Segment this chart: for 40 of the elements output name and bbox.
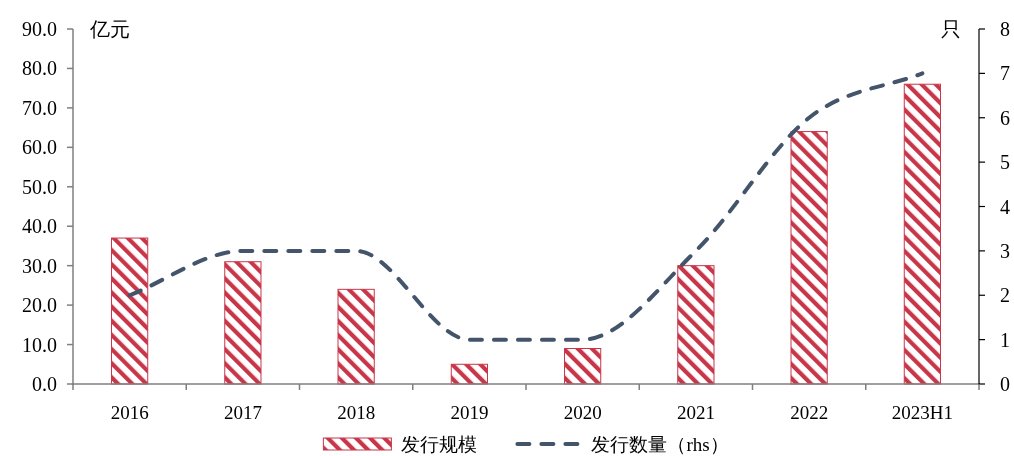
x-tick-label: 2021: [676, 401, 715, 423]
y-tick-label: 90.0: [22, 18, 57, 40]
bar: [337, 288, 375, 385]
x-tick-label: 2023H1: [891, 401, 953, 423]
x-tick-label: 2019: [450, 401, 489, 423]
bar: [224, 261, 262, 385]
y-tick-label: 0.0: [32, 373, 57, 395]
y2-tick-label: 3: [1000, 239, 1010, 262]
bar: [111, 237, 149, 385]
bar: [677, 265, 715, 385]
y-tick-label: 30.0: [22, 254, 57, 277]
x-tick-label: 2017: [223, 401, 262, 423]
legend-label: 发行规模: [401, 433, 478, 455]
y-tick-label: 70.0: [22, 96, 57, 119]
y2-tick-label: 1: [1000, 328, 1010, 351]
y-tick-label: 10.0: [22, 333, 57, 356]
bar: [903, 83, 941, 385]
y2-tick-label: 7: [1000, 62, 1010, 85]
y-axis-title: 亿元: [89, 18, 130, 40]
x-tick-label: 2018: [337, 401, 376, 423]
y2-tick-label: 5: [1000, 151, 1010, 174]
y-tick-label: 50.0: [22, 175, 57, 198]
bar: [450, 363, 488, 385]
y2-tick-label: 2: [1000, 284, 1010, 307]
y-tick-label: 40.0: [22, 215, 57, 238]
y-tick-label: 80.0: [22, 57, 57, 80]
y2-tick-label: 8: [1000, 18, 1010, 40]
y2-axis-title: 只: [941, 18, 961, 40]
x-tick-label: 2022: [790, 401, 829, 423]
y2-tick-label: 0: [1000, 373, 1010, 395]
y-tick-label: 60.0: [22, 136, 57, 159]
y-tick-label: 20.0: [22, 294, 57, 317]
bar: [790, 131, 828, 385]
x-tick-label: 2016: [110, 401, 149, 423]
y2-tick-label: 6: [1000, 106, 1010, 129]
legend-label: 发行数量（rhs）: [591, 433, 729, 455]
x-tick-label: 2020: [563, 401, 602, 423]
y2-tick-label: 4: [1000, 195, 1010, 218]
bar: [564, 348, 602, 385]
line-series: [127, 71, 925, 342]
